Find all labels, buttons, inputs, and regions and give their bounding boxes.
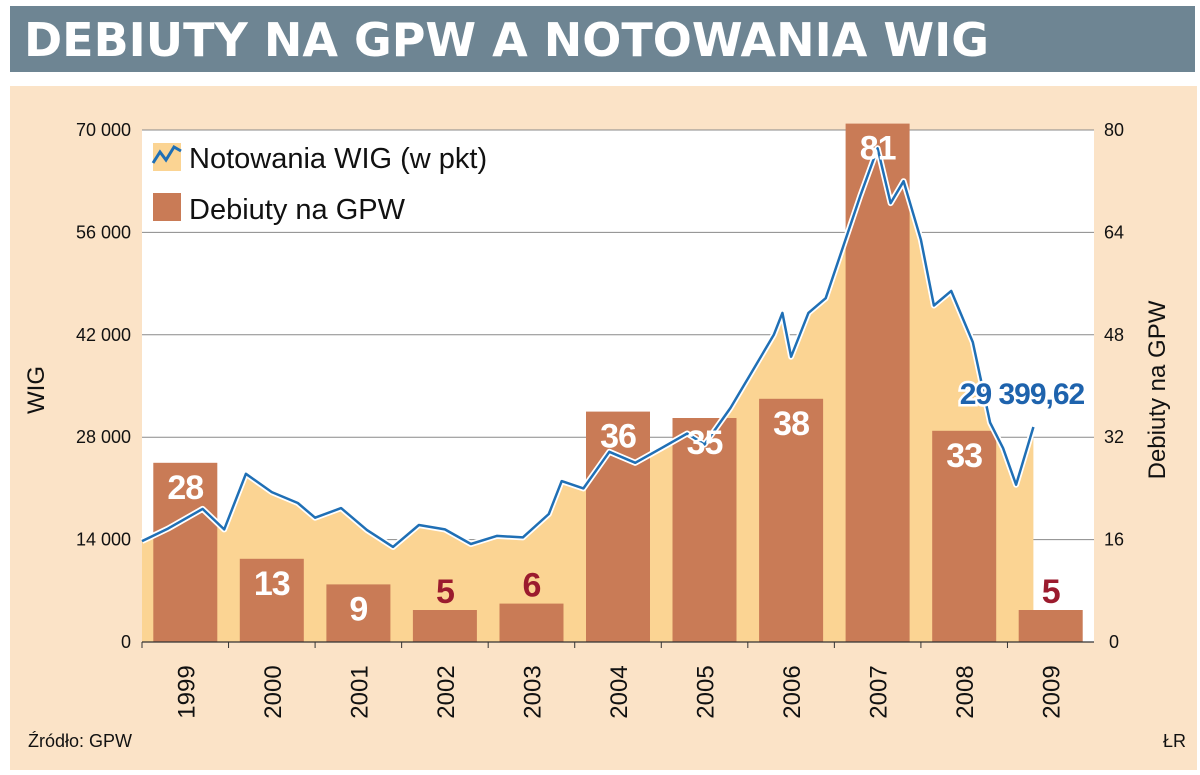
bar-2000 — [239, 558, 304, 642]
right-axis-label: Debiuty na GPW — [1144, 300, 1171, 479]
right-tick-label: 0 — [1109, 632, 1119, 652]
bar-2009 — [1018, 610, 1083, 642]
x-axis-ticks: 1999 2000 2001 2002 2003 2004 2005 2006 2007 2008… — [141, 642, 1066, 719]
bars-group — [153, 123, 1083, 643]
right-tick-label: 64 — [1104, 222, 1124, 242]
x-tick-label: 2007 — [866, 665, 893, 718]
x-tick-label: 2005 — [693, 665, 720, 718]
left-tick-label: 28 000 — [76, 427, 131, 447]
x-tick-label: 2004 — [606, 665, 633, 718]
bar-label-2002: 5 — [436, 573, 454, 611]
bar-label-1999: 28 — [167, 469, 203, 507]
bar-label-2006: 38 — [773, 405, 809, 443]
legend: Notowania WIG (w pkt) Debiuty na GPW — [151, 143, 487, 226]
bar-2001 — [326, 584, 391, 642]
bar-2007 — [845, 123, 910, 643]
bar-label-2001: 9 — [349, 590, 367, 628]
bar-label-2005: 35 — [687, 424, 723, 462]
bar-2005 — [672, 418, 737, 642]
left-tick-label: 56 000 — [76, 222, 131, 242]
left-axis-ticks: 0 14 000 28 000 42 000 56 000 70 000 — [76, 120, 131, 652]
chart-title: DEBIUTY NA GPW A NOTOWANIA WIG — [24, 13, 989, 67]
bar-label-2009: 5 — [1042, 573, 1060, 611]
x-tick-label: 2001 — [346, 665, 373, 718]
x-tick-label: 1999 — [173, 665, 200, 718]
bar-2003 — [499, 603, 564, 642]
legend-line-icon — [151, 143, 182, 171]
right-axis-ticks: 0 16 32 48 64 80 — [1104, 120, 1124, 652]
x-tick-label: 2003 — [519, 665, 546, 718]
x-tick-label: 2008 — [952, 665, 979, 718]
bar-2006 — [759, 398, 824, 642]
legend-label-wig: Notowania WIG (w pkt) — [189, 143, 487, 175]
left-tick-label: 0 — [121, 632, 131, 652]
x-tick-label: 2006 — [779, 665, 806, 718]
bar-label-2003: 6 — [522, 567, 540, 605]
left-axis-label: WIG — [23, 366, 50, 414]
bar-label-2007: 81 — [860, 130, 896, 168]
x-tick-label: 2009 — [1039, 665, 1066, 718]
title-bar: DEBIUTY NA GPW A NOTOWANIA WIG — [10, 6, 1195, 72]
x-tick-label: 2002 — [433, 665, 460, 718]
legend-bar-icon — [153, 193, 181, 221]
bar-label-2004: 36 — [600, 418, 636, 456]
legend-label-debiuty: Debiuty na GPW — [189, 194, 406, 226]
source-note: Źródło: GPW — [28, 731, 133, 751]
left-tick-label: 70 000 — [76, 120, 131, 140]
right-tick-label: 32 — [1104, 427, 1124, 447]
last-value-annotation: 29 399,62 — [960, 378, 1085, 411]
wig-line — [141, 147, 1035, 549]
bar-label-2000: 13 — [254, 565, 290, 603]
author-credit: ŁR — [1162, 731, 1186, 751]
bar-labels: 28 13 9 5 6 36 35 38 81 33 5 — [167, 130, 1060, 629]
bar-label-2008: 33 — [946, 437, 982, 475]
bar-2002 — [412, 610, 477, 642]
right-tick-label: 48 — [1104, 325, 1124, 345]
bar-2004 — [586, 411, 650, 642]
bar-2008 — [932, 430, 997, 642]
x-tick-label: 2000 — [260, 665, 287, 718]
left-tick-label: 42 000 — [76, 325, 131, 345]
right-tick-label: 80 — [1104, 120, 1124, 140]
bar-1999 — [153, 462, 218, 642]
left-tick-label: 14 000 — [76, 530, 131, 550]
right-tick-label: 16 — [1104, 530, 1124, 550]
